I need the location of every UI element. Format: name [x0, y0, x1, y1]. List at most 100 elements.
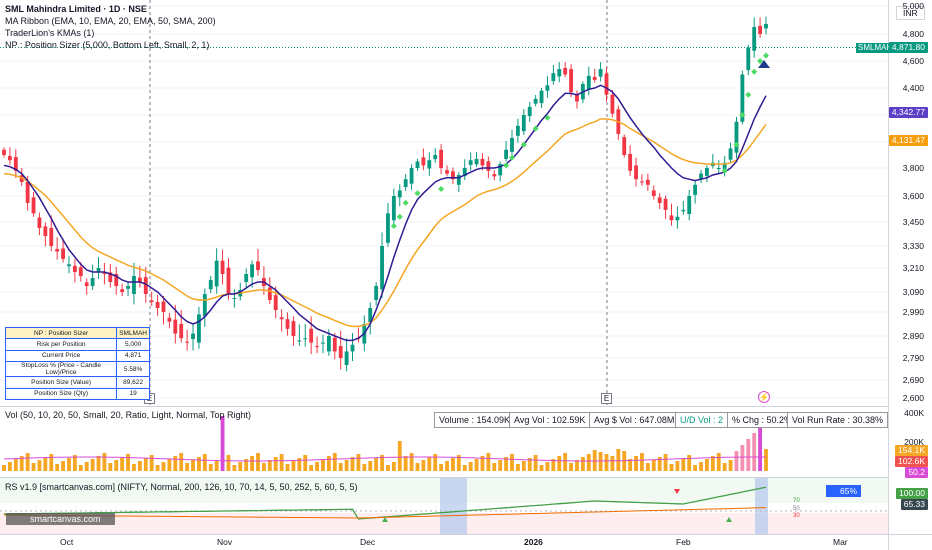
- candle[interactable]: [628, 153, 633, 171]
- candle[interactable]: [78, 267, 83, 276]
- candle[interactable]: [681, 209, 686, 212]
- candle[interactable]: [645, 179, 650, 185]
- candle[interactable]: [515, 125, 520, 136]
- candle[interactable]: [728, 148, 733, 160]
- candle[interactable]: [480, 158, 485, 166]
- candle[interactable]: [67, 264, 71, 267]
- candle[interactable]: [208, 280, 213, 290]
- candle[interactable]: [120, 289, 125, 292]
- candle[interactable]: [13, 157, 18, 171]
- candle[interactable]: [374, 286, 379, 300]
- candle[interactable]: [427, 160, 432, 169]
- candle[interactable]: [90, 278, 95, 286]
- candle[interactable]: [687, 196, 692, 215]
- candle[interactable]: [504, 149, 509, 159]
- candle[interactable]: [533, 98, 538, 104]
- candle[interactable]: [640, 181, 644, 183]
- candle[interactable]: [386, 213, 390, 243]
- candle[interactable]: [368, 308, 373, 323]
- candle[interactable]: [303, 338, 308, 340]
- candle[interactable]: [96, 268, 101, 272]
- candle[interactable]: [155, 302, 160, 308]
- candle[interactable]: [699, 173, 703, 180]
- candle[interactable]: [468, 160, 473, 165]
- candle[interactable]: [309, 328, 314, 343]
- candle[interactable]: [545, 85, 550, 91]
- candle[interactable]: [492, 174, 497, 177]
- candle[interactable]: [409, 168, 414, 184]
- candle[interactable]: [2, 149, 6, 155]
- candle[interactable]: [84, 282, 89, 286]
- candle[interactable]: [102, 272, 107, 274]
- candle[interactable]: [740, 74, 745, 122]
- candle[interactable]: [521, 115, 526, 132]
- candle[interactable]: [232, 298, 237, 299]
- candle[interactable]: [25, 182, 30, 203]
- currency-button[interactable]: INR: [896, 6, 925, 20]
- candle[interactable]: [746, 47, 751, 71]
- candle[interactable]: [486, 161, 491, 171]
- candle[interactable]: [764, 23, 768, 29]
- candle[interactable]: [149, 300, 154, 302]
- candle[interactable]: [569, 69, 573, 93]
- symbol-title[interactable]: SML Mahindra Limited · 1D · NSE: [5, 4, 147, 14]
- candle[interactable]: [185, 341, 190, 343]
- candle[interactable]: [563, 68, 568, 75]
- candle[interactable]: [285, 319, 290, 329]
- candle[interactable]: [137, 277, 142, 282]
- candle[interactable]: [391, 196, 396, 221]
- candle[interactable]: [143, 277, 148, 294]
- candle[interactable]: [244, 274, 249, 282]
- candle[interactable]: [202, 294, 207, 317]
- candle[interactable]: [31, 197, 36, 214]
- candle[interactable]: [510, 137, 514, 152]
- candle[interactable]: [722, 162, 727, 170]
- candle[interactable]: [108, 272, 113, 282]
- candle[interactable]: [250, 264, 255, 278]
- candle[interactable]: [539, 90, 544, 104]
- candle[interactable]: [173, 319, 178, 334]
- candle[interactable]: [321, 342, 325, 344]
- candle[interactable]: [557, 69, 562, 77]
- candle[interactable]: [474, 158, 479, 165]
- candle[interactable]: [716, 168, 721, 169]
- candle[interactable]: [669, 215, 674, 221]
- position-sizer-legend[interactable]: NP : Position Sizer (5,000, Bottom Left,…: [5, 40, 210, 50]
- candle[interactable]: [55, 248, 60, 252]
- candle[interactable]: [598, 69, 603, 77]
- candle[interactable]: [7, 156, 12, 161]
- candle[interactable]: [220, 260, 225, 274]
- candle[interactable]: [610, 94, 615, 114]
- candle[interactable]: [126, 286, 130, 289]
- kma-legend[interactable]: TraderLion's KMAs (1): [5, 28, 95, 38]
- candle[interactable]: [344, 351, 349, 366]
- candle[interactable]: [415, 161, 420, 169]
- candle[interactable]: [191, 333, 195, 340]
- candle[interactable]: [433, 155, 438, 160]
- candle[interactable]: [663, 198, 668, 210]
- candle[interactable]: [315, 346, 319, 348]
- candle[interactable]: [451, 171, 455, 180]
- dividend-icon[interactable]: ⚡: [758, 391, 770, 403]
- rs-legend[interactable]: RS v1.9 [smartcanvas.com] (NIFTY, Normal…: [5, 482, 358, 492]
- candle[interactable]: [43, 226, 48, 236]
- candle[interactable]: [456, 175, 461, 185]
- candle[interactable]: [445, 170, 449, 174]
- candle[interactable]: [37, 217, 42, 228]
- candle[interactable]: [705, 168, 709, 176]
- candle[interactable]: [179, 324, 184, 339]
- candle[interactable]: [350, 344, 355, 352]
- candle[interactable]: [675, 216, 680, 221]
- candle[interactable]: [498, 164, 503, 176]
- candle[interactable]: [61, 248, 65, 259]
- candle[interactable]: [397, 190, 402, 198]
- earnings-marker-2[interactable]: E: [601, 393, 612, 404]
- candle[interactable]: [604, 73, 609, 95]
- candle[interactable]: [267, 287, 272, 300]
- candle[interactable]: [273, 295, 278, 310]
- candle[interactable]: [167, 317, 172, 322]
- candle[interactable]: [161, 301, 166, 312]
- candle[interactable]: [256, 261, 260, 270]
- candle[interactable]: [439, 149, 444, 168]
- candle[interactable]: [758, 25, 763, 34]
